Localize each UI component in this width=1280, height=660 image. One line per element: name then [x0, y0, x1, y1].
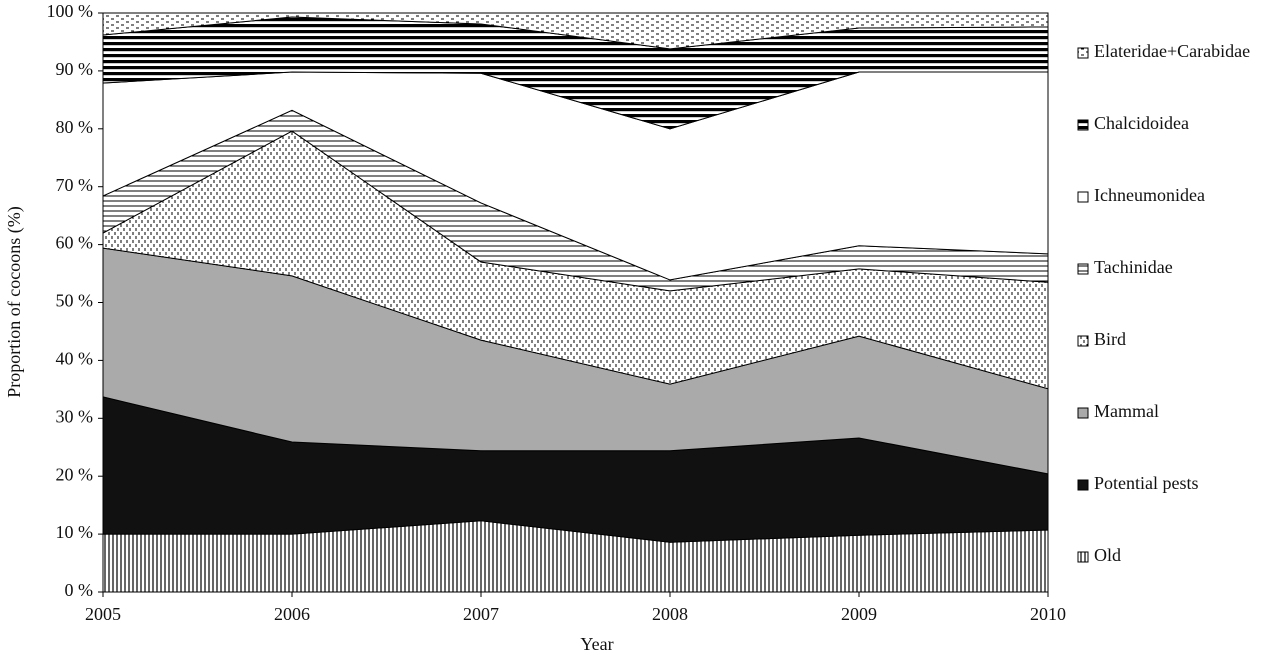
- y-tick-label: 80 %: [56, 117, 94, 137]
- legend-swatch: [1077, 551, 1089, 563]
- y-tick-label: 0 %: [65, 580, 94, 600]
- x-tick-label: 2009: [841, 604, 877, 624]
- legend-label: Bird: [1094, 329, 1126, 349]
- x-tick-label: 2008: [652, 604, 688, 624]
- x-tick-label: 2010: [1030, 604, 1066, 624]
- legend-swatch: [1077, 263, 1089, 275]
- legend-swatch: [1077, 119, 1089, 131]
- legend-label: Old: [1094, 545, 1121, 565]
- legend-label: Elateridae+Carabidae: [1094, 41, 1250, 61]
- legend-label: Ichneumonidea: [1094, 185, 1205, 205]
- y-tick-label: 100 %: [47, 1, 94, 21]
- legend-label: Potential pests: [1094, 473, 1199, 493]
- y-tick-label: 20 %: [56, 464, 94, 484]
- legend-label: Chalcidoidea: [1094, 113, 1189, 133]
- y-tick-label: 60 %: [56, 233, 94, 253]
- legend-label: Mammal: [1094, 401, 1159, 421]
- y-tick-label: 30 %: [56, 406, 94, 426]
- y-axis-title: Proportion of cocoons (%): [4, 206, 25, 397]
- area: [102, 12, 1049, 50]
- x-tick-label: 2005: [85, 604, 121, 624]
- legend-label: Tachinidae: [1094, 257, 1173, 277]
- x-tick-label: 2006: [274, 604, 310, 624]
- legend-swatch: [1077, 407, 1089, 419]
- y-tick-label: 70 %: [56, 175, 94, 195]
- legend-swatch: [1077, 191, 1089, 203]
- y-tick-label: 10 %: [56, 522, 94, 542]
- y-tick-label: 90 %: [56, 59, 94, 79]
- x-tick-label: 2007: [463, 604, 499, 624]
- legend-swatch: [1077, 335, 1089, 347]
- x-axis-title: Year: [580, 634, 613, 654]
- y-tick-label: 40 %: [56, 349, 94, 369]
- legend-swatch: [1077, 47, 1089, 59]
- y-tick-label: 50 %: [56, 291, 94, 311]
- legend-swatch: [1077, 479, 1089, 491]
